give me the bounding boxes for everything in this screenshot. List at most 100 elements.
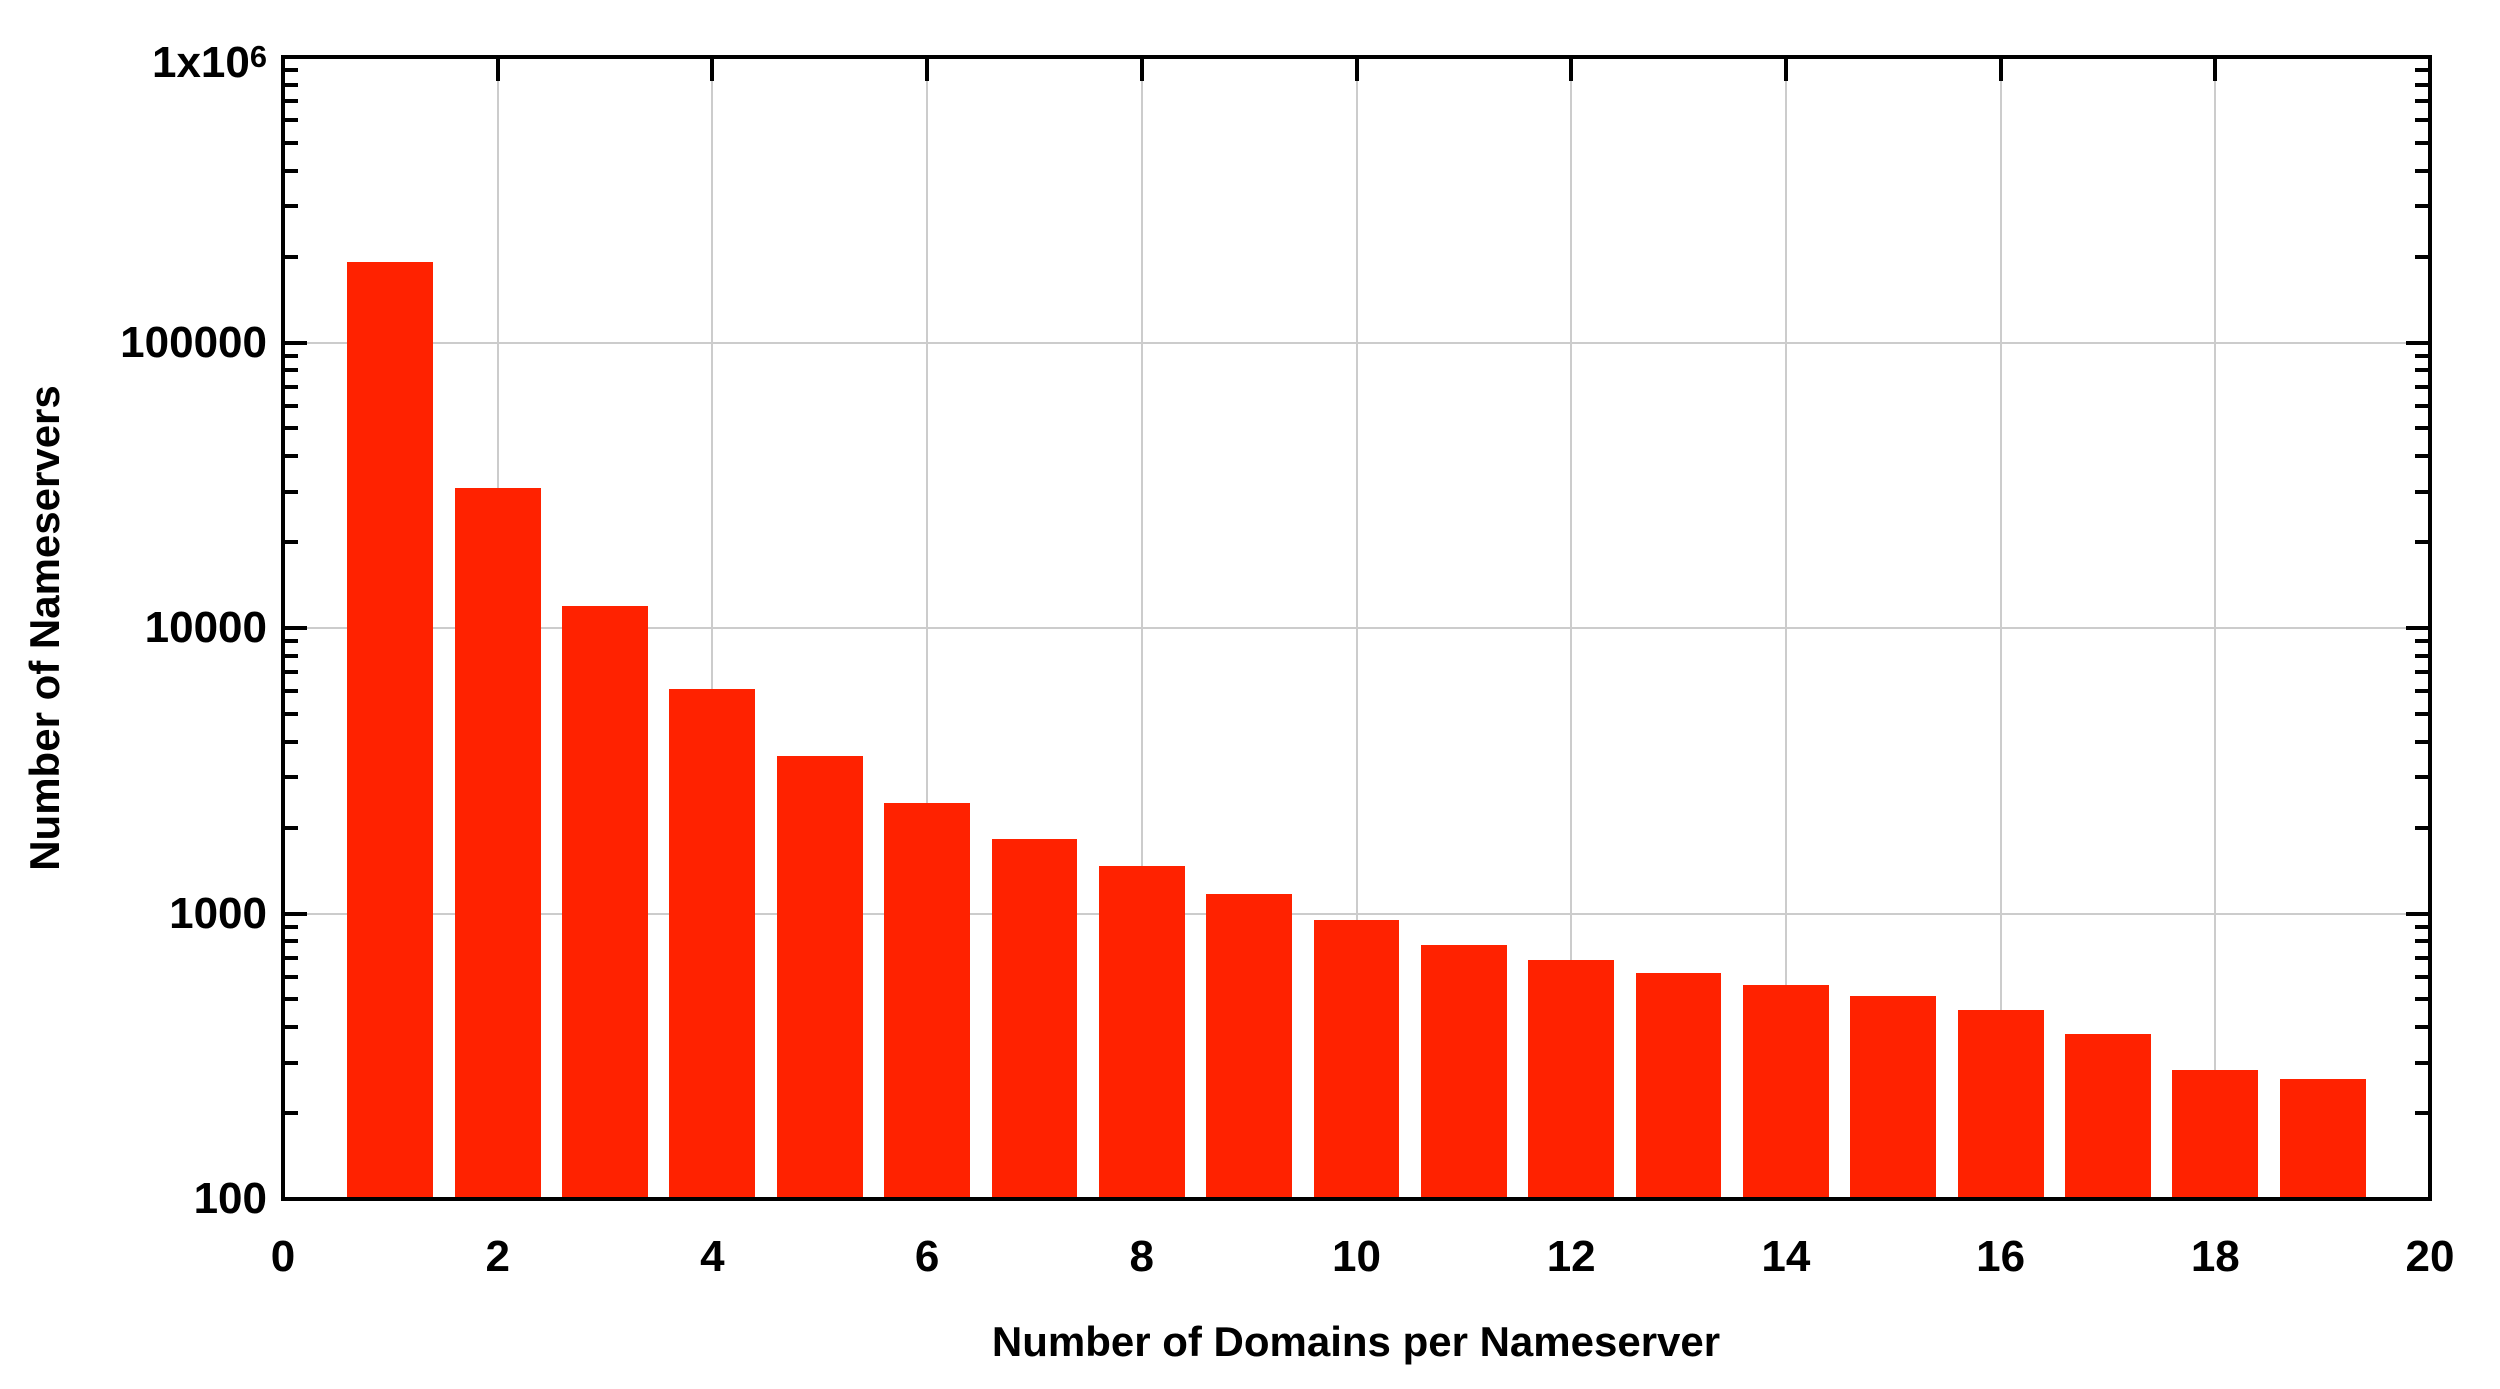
y-minor-tick-left <box>285 924 298 929</box>
y-minor-tick-right <box>2415 739 2428 744</box>
plot-border <box>281 55 2432 1201</box>
x-major-tick-top <box>1783 59 1788 81</box>
y-minor-tick-left <box>285 639 298 644</box>
y-minor-tick-left <box>285 368 298 373</box>
y-minor-tick-left <box>285 1060 298 1065</box>
y-tick-label: 1x106 <box>151 38 267 87</box>
bar <box>1957 1010 2044 1197</box>
y-minor-tick-left <box>285 403 298 408</box>
bar <box>1850 995 1937 1197</box>
y-minor-tick-right <box>2415 997 2428 1002</box>
y-minor-tick-left <box>285 775 298 780</box>
x-tick-label: 6 <box>914 1232 940 1281</box>
y-minor-tick-left <box>285 426 298 431</box>
bar <box>776 756 863 1197</box>
y-minor-tick-left <box>285 140 298 145</box>
y-minor-tick-right <box>2415 670 2428 675</box>
y-minor-tick-left <box>285 204 298 209</box>
y-major-tick-left <box>285 340 307 345</box>
y-minor-tick-left <box>285 353 298 358</box>
x-major-tick-top <box>495 59 500 81</box>
y-minor-tick-right <box>2415 140 2428 145</box>
y-minor-tick-left <box>285 1111 298 1116</box>
gridline-horizontal <box>283 341 2430 344</box>
y-minor-tick-right <box>2415 68 2428 73</box>
y-minor-tick-left <box>285 489 298 494</box>
y-minor-tick-right <box>2415 825 2428 830</box>
bar <box>2065 1034 2151 1197</box>
bar <box>669 689 756 1197</box>
y-minor-tick-left <box>285 118 298 123</box>
y-minor-tick-left <box>285 82 298 87</box>
y-minor-tick-right <box>2415 711 2428 716</box>
y-tick-label: 100000 <box>120 317 267 367</box>
y-minor-tick-left <box>285 670 298 675</box>
y-minor-tick-right <box>2415 1025 2428 1030</box>
x-tick-label: 2 <box>485 1232 510 1281</box>
x-major-tick-top <box>1354 59 1359 81</box>
y-tick-label: 100 <box>193 1174 267 1223</box>
y-minor-tick-left <box>285 711 298 716</box>
x-tick-label: 12 <box>1546 1232 1596 1281</box>
y-major-tick-right <box>2406 340 2428 345</box>
y-major-tick-right <box>2406 911 2428 916</box>
y-minor-tick-left <box>285 689 298 694</box>
x-tick-label: 16 <box>1976 1232 2026 1281</box>
x-major-tick-top <box>710 59 715 81</box>
y-minor-tick-left <box>285 939 298 944</box>
y-minor-tick-left <box>285 955 298 960</box>
bar <box>1098 865 1185 1197</box>
y-minor-tick-right <box>2415 426 2428 431</box>
x-major-tick-top <box>925 59 930 81</box>
y-minor-tick-left <box>285 739 298 744</box>
y-minor-tick-left <box>285 454 298 459</box>
y-minor-tick-right <box>2415 653 2428 658</box>
x-major-tick-top <box>1569 59 1574 81</box>
y-minor-tick-right <box>2415 99 2428 104</box>
y-minor-tick-left <box>285 540 298 545</box>
x-tick-label: 18 <box>2190 1232 2240 1281</box>
y-minor-tick-left <box>285 168 298 173</box>
bar <box>884 803 971 1197</box>
bar <box>1206 893 1293 1197</box>
y-minor-tick-left <box>285 825 298 830</box>
y-minor-tick-right <box>2415 82 2428 87</box>
bar <box>2172 1070 2259 1197</box>
y-minor-tick-right <box>2415 368 2428 373</box>
y-minor-tick-right <box>2415 639 2428 644</box>
y-minor-tick-right <box>2415 1060 2428 1065</box>
y-minor-tick-right <box>2415 118 2428 123</box>
y-major-tick-left <box>285 911 307 916</box>
y-minor-tick-right <box>2415 689 2428 694</box>
x-major-tick-top <box>1998 59 2003 81</box>
bar <box>2279 1078 2366 1197</box>
y-minor-tick-left <box>285 254 298 259</box>
x-tick-label: 0 <box>270 1232 296 1281</box>
bar <box>347 262 434 1197</box>
y-minor-tick-left <box>285 384 298 389</box>
y-minor-tick-left <box>285 653 298 658</box>
y-minor-tick-right <box>2415 204 2428 209</box>
y-minor-tick-right <box>2415 454 2428 459</box>
y-tick-label: 10000 <box>144 603 267 652</box>
x-major-tick-top <box>2213 59 2218 81</box>
bar <box>562 606 648 1197</box>
bar <box>454 487 541 1197</box>
x-axis-title: Number of Domains per Nameserver <box>991 1318 1721 1365</box>
y-minor-tick-right <box>2415 775 2428 780</box>
x-tick-label: 10 <box>1332 1232 1381 1281</box>
gridline-horizontal <box>283 627 2430 629</box>
gridline-horizontal <box>283 912 2430 915</box>
y-minor-tick-right <box>2415 924 2428 929</box>
y-minor-tick-right <box>2415 384 2428 389</box>
y-minor-tick-right <box>2415 403 2428 408</box>
y-minor-tick-right <box>2415 974 2428 979</box>
y-minor-tick-right <box>2415 1111 2428 1116</box>
y-minor-tick-left <box>285 99 298 104</box>
bar <box>1742 984 1829 1197</box>
bar <box>1635 973 1722 1197</box>
y-minor-tick-right <box>2415 168 2428 173</box>
y-minor-tick-left <box>285 997 298 1002</box>
x-tick-label: 20 <box>2405 1232 2455 1281</box>
x-tick-label: 14 <box>1761 1232 1811 1281</box>
